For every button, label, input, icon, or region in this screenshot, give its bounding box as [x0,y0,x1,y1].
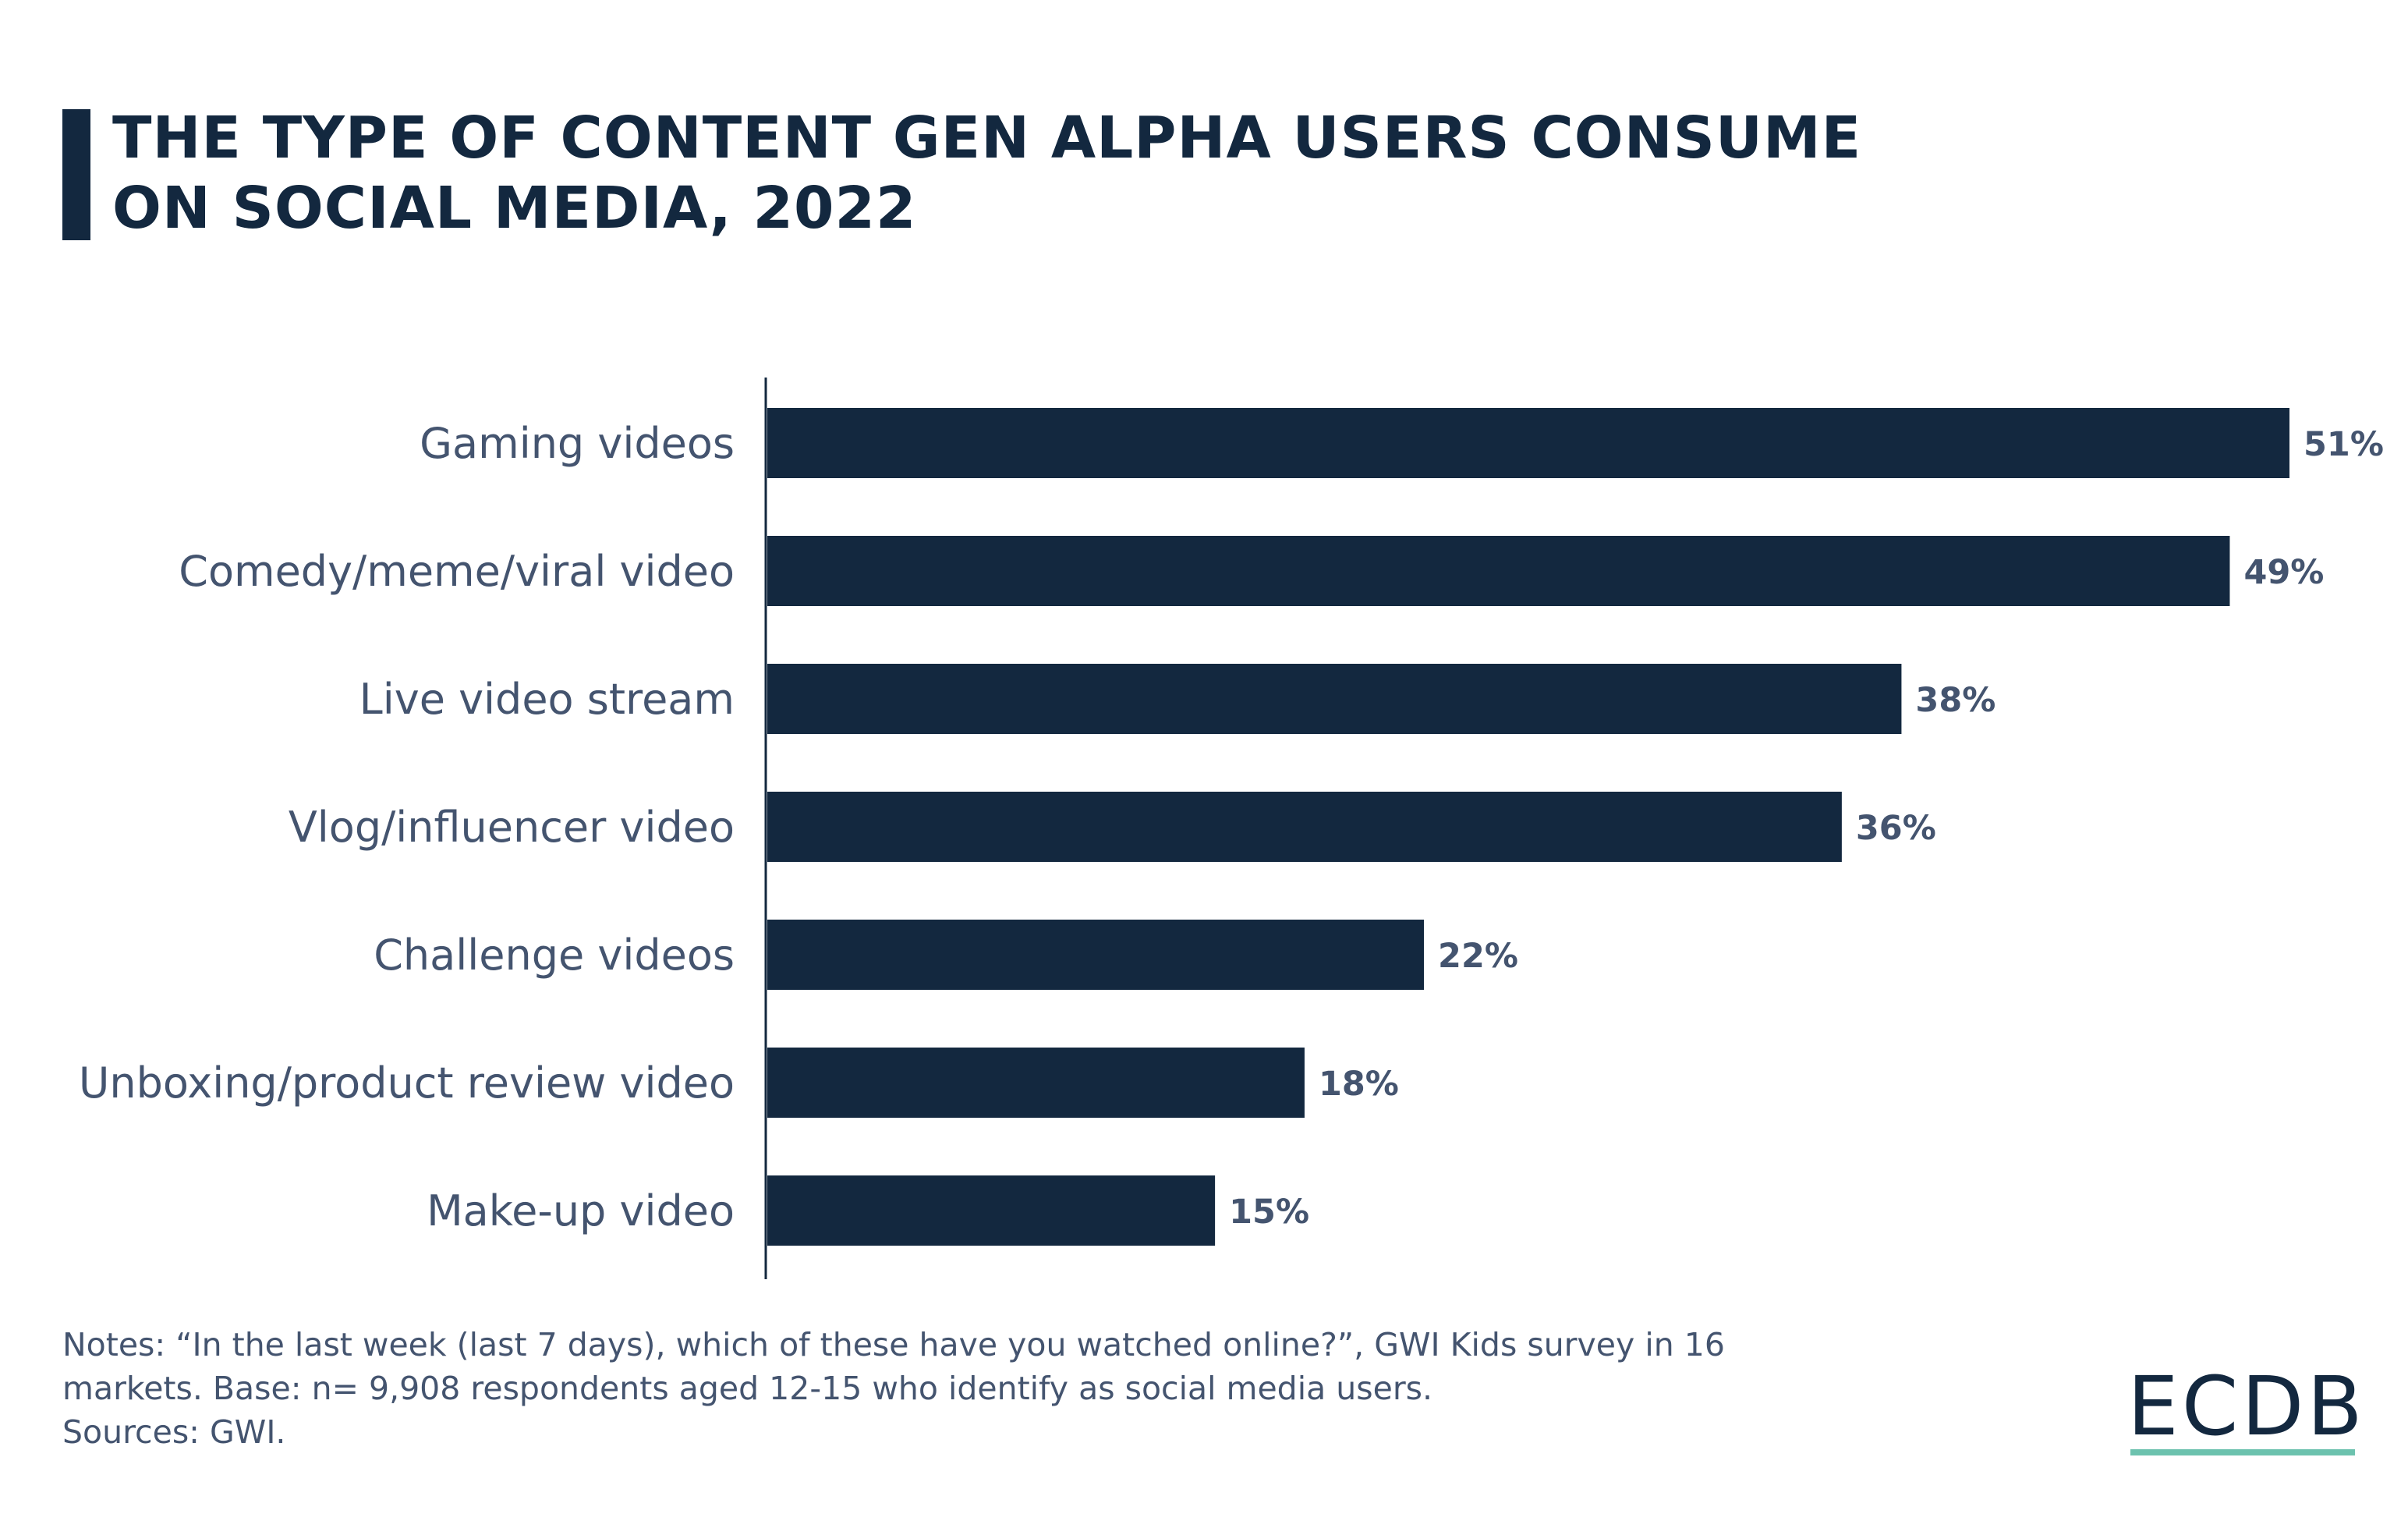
bar-7 [767,1175,1216,1246]
notes-line-2: markets. Base: n= 9,908 respondents aged… [62,1370,1433,1407]
bar-1 [767,408,2289,478]
bar-4 [767,792,1842,862]
sources-line: Sources: GWI. [62,1413,286,1451]
category-label: Comedy/meme/viral video [179,547,735,596]
chart-notes: Notes: “In the last week (last 7 days), … [62,1323,1725,1454]
data-label: 38% [1915,681,1995,720]
data-label: 49% [2243,553,2324,592]
data-label: 36% [1856,809,1936,848]
bar-2 [767,536,2230,606]
bar-3 [767,664,1902,734]
category-label: Challenge videos [374,931,735,980]
category-label: Vlog/influencer video [289,803,735,852]
category-label: Live video stream [359,675,735,724]
category-label: Gaming videos [420,419,735,468]
data-label: 18% [1319,1065,1399,1104]
chart-title: THE TYPE OF CONTENT GEN ALPHA USERS CONS… [112,103,1984,243]
title-line-1: THE TYPE OF CONTENT GEN ALPHA USERS CONS… [112,105,1862,172]
data-label: 15% [1229,1193,1309,1232]
title-accent-bar [62,109,90,240]
notes-line-1: Notes: “In the last week (last 7 days), … [62,1326,1725,1363]
logo-underline [2130,1449,2355,1455]
data-label: 22% [1438,937,1518,976]
category-label: Unboxing/product review video [79,1058,735,1108]
bar-5 [767,920,1425,990]
category-label: Make-up video [427,1186,735,1236]
data-label: 51% [2304,425,2384,464]
ecdb-logo: ECDB [2127,1359,2366,1454]
title-line-2: ON SOCIAL MEDIA, 2022 [112,175,917,242]
bar-6 [767,1048,1305,1118]
